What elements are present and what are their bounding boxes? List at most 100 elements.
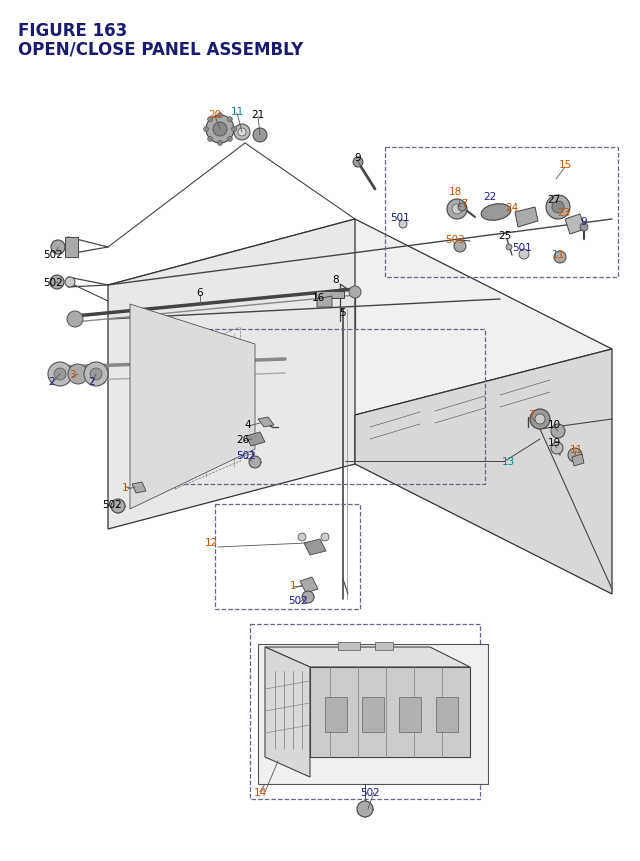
Circle shape [234, 125, 250, 141]
Bar [325, 697, 347, 732]
Text: 2: 2 [89, 376, 95, 387]
Circle shape [213, 123, 227, 137]
Circle shape [519, 250, 529, 260]
Circle shape [54, 369, 66, 381]
Circle shape [65, 278, 75, 288]
Circle shape [249, 456, 261, 468]
Bar [385, 148, 618, 278]
Text: OPEN/CLOSE PANEL ASSEMBLY: OPEN/CLOSE PANEL ASSEMBLY [18, 40, 303, 58]
Text: 7: 7 [528, 410, 534, 419]
Circle shape [207, 117, 212, 122]
Text: 27: 27 [547, 195, 561, 205]
Circle shape [454, 241, 466, 253]
Polygon shape [565, 214, 585, 235]
Polygon shape [132, 482, 146, 493]
Circle shape [353, 158, 363, 168]
Text: 18: 18 [449, 187, 461, 197]
Bar [436, 697, 458, 732]
Text: 9: 9 [580, 217, 588, 226]
Circle shape [227, 137, 232, 142]
Text: 5: 5 [340, 307, 346, 318]
Text: 3: 3 [68, 369, 76, 380]
Circle shape [67, 312, 83, 328]
Bar [155, 330, 485, 485]
Bar [338, 642, 360, 650]
Circle shape [546, 195, 570, 220]
Circle shape [204, 127, 209, 133]
Text: 4: 4 [244, 419, 252, 430]
Circle shape [580, 224, 588, 232]
Text: 1: 1 [290, 580, 296, 591]
Text: 19: 19 [547, 437, 561, 448]
Circle shape [111, 499, 125, 513]
Circle shape [207, 137, 212, 142]
Text: FIGURE 163: FIGURE 163 [18, 22, 127, 40]
Polygon shape [572, 455, 584, 467]
Circle shape [84, 362, 108, 387]
Text: 23: 23 [557, 208, 571, 218]
Text: 502: 502 [102, 499, 122, 510]
Bar [215, 505, 360, 610]
Text: 12: 12 [204, 537, 218, 548]
Text: 11: 11 [552, 250, 564, 260]
Polygon shape [108, 220, 355, 530]
Text: 11: 11 [570, 444, 582, 455]
Circle shape [530, 410, 550, 430]
Polygon shape [258, 418, 274, 428]
Text: 502: 502 [360, 787, 380, 797]
Text: 9: 9 [355, 152, 362, 163]
Text: 17: 17 [456, 199, 468, 208]
Polygon shape [65, 238, 78, 257]
Polygon shape [310, 667, 470, 757]
Text: 14: 14 [253, 787, 267, 797]
Circle shape [551, 424, 565, 438]
Circle shape [48, 362, 72, 387]
Bar [250, 624, 480, 799]
Text: 503: 503 [445, 235, 465, 245]
Text: 501: 501 [512, 243, 532, 253]
Polygon shape [355, 350, 612, 594]
Polygon shape [515, 208, 538, 228]
Circle shape [253, 129, 267, 143]
Circle shape [552, 201, 564, 214]
Circle shape [68, 364, 88, 385]
Text: 1: 1 [122, 482, 128, 492]
Polygon shape [317, 297, 332, 307]
Polygon shape [130, 305, 255, 510]
Circle shape [506, 245, 512, 251]
Text: 20: 20 [209, 110, 221, 120]
Text: 26: 26 [236, 435, 250, 444]
Circle shape [452, 205, 462, 214]
Circle shape [232, 127, 237, 133]
Polygon shape [246, 432, 265, 447]
Circle shape [298, 533, 306, 542]
Circle shape [535, 414, 545, 424]
Text: 11: 11 [230, 107, 244, 117]
Circle shape [399, 220, 407, 229]
Circle shape [554, 251, 566, 263]
Text: 502: 502 [288, 595, 308, 605]
Ellipse shape [481, 204, 511, 221]
Polygon shape [300, 578, 318, 593]
Text: 10: 10 [547, 419, 561, 430]
Text: 22: 22 [483, 192, 497, 201]
Circle shape [349, 287, 361, 299]
Polygon shape [265, 647, 470, 667]
Circle shape [238, 129, 246, 137]
Circle shape [206, 116, 234, 144]
Polygon shape [265, 647, 310, 777]
Circle shape [458, 204, 466, 212]
Text: 501: 501 [390, 213, 410, 223]
Circle shape [447, 200, 467, 220]
Text: 2: 2 [49, 376, 55, 387]
Circle shape [51, 241, 65, 255]
Text: 502: 502 [43, 278, 63, 288]
Text: 24: 24 [506, 202, 518, 213]
Circle shape [218, 141, 223, 146]
Polygon shape [108, 220, 612, 416]
Text: 502: 502 [43, 250, 63, 260]
Circle shape [227, 117, 232, 122]
Circle shape [357, 801, 373, 817]
Circle shape [321, 533, 329, 542]
Circle shape [50, 276, 64, 289]
